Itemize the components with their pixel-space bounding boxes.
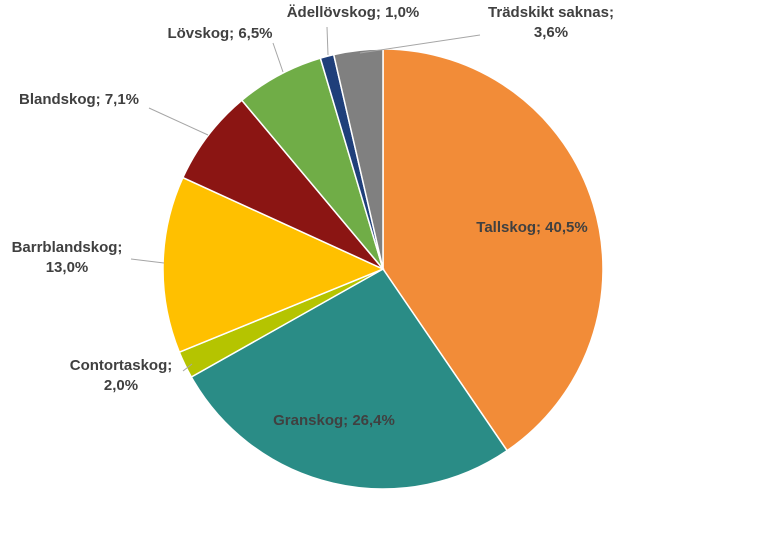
pie-slice-trädskikt-saknas — [332, 48, 384, 270]
pie-slice-granskog — [190, 268, 509, 490]
leader-line — [182, 363, 193, 372]
leader-lines — [130, 26, 481, 372]
data-label: Granskog; 26,4% — [273, 412, 395, 429]
data-label: Tallskog; 40,5% — [476, 219, 587, 236]
pie-slice-tallskog — [382, 48, 604, 452]
leader-line — [130, 258, 165, 264]
leader-line — [148, 107, 209, 136]
leader-line — [326, 26, 329, 56]
data-labels: Tallskog; 40,5% Granskog; 26,4% Contortask… — [12, 4, 614, 429]
leader-line — [272, 42, 284, 73]
data-label: Ädellövskog; 1,0% — [287, 4, 420, 21]
data-label: Trädskikt saknas; 3,6% — [488, 4, 614, 41]
pie-slice-barrblandskog — [162, 176, 385, 354]
data-label: Barrblandskog; 13,0% — [12, 239, 123, 276]
data-label: Blandskog; 7,1% — [19, 91, 139, 108]
data-label: Contortaskog; 2,0% — [70, 357, 173, 394]
data-label: Lövskog; 6,5% — [167, 25, 272, 42]
leader-line — [359, 34, 481, 54]
pie-slices — [162, 48, 604, 490]
